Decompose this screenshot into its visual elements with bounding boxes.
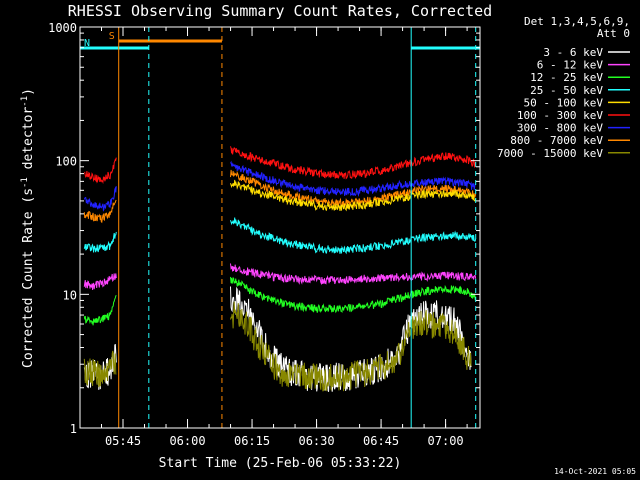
y-tick-label: 1 xyxy=(70,422,77,436)
x-tick-label: 06:45 xyxy=(363,434,399,448)
series-line xyxy=(230,160,477,197)
x-tick-label: 06:00 xyxy=(169,434,205,448)
y-axis-label: Corrected Count Rate (s-1 detector-1) xyxy=(20,88,36,368)
series-line xyxy=(230,263,477,286)
series-line xyxy=(83,273,117,290)
series-6-12-keV xyxy=(83,263,477,290)
series-line xyxy=(83,199,117,224)
plot-frame xyxy=(79,26,481,429)
legend-label: 800 - 7000 keV xyxy=(510,134,603,147)
attenuator-markers xyxy=(118,27,477,428)
series-7000-15000-keV xyxy=(83,301,472,392)
legend-header-2: Att 0 xyxy=(597,27,630,40)
legend-label: 7000 - 15000 keV xyxy=(497,147,603,160)
series-25-50-keV xyxy=(83,217,477,255)
series-line xyxy=(230,179,477,212)
x-axis-label: Start Time (25-Feb-06 05:33:22) xyxy=(159,456,402,471)
y-tick-label: 10 xyxy=(63,288,77,302)
x-tick-label: 07:00 xyxy=(428,434,464,448)
series-line xyxy=(83,231,117,253)
series-line xyxy=(83,186,117,212)
flag-label: S xyxy=(109,31,115,42)
series-line xyxy=(83,157,117,185)
series-lines xyxy=(83,146,477,393)
legend-label: 3 - 6 keV xyxy=(543,46,603,59)
legend-label: 300 - 800 keV xyxy=(517,122,603,135)
x-tick-label: 06:15 xyxy=(234,434,270,448)
series-300-800-keV xyxy=(83,160,477,212)
series-50-100-keV xyxy=(230,179,477,212)
flag-label: N xyxy=(84,38,90,49)
legend-label: 6 - 12 keV xyxy=(537,59,604,72)
flag-bars: SN xyxy=(80,31,480,50)
legend-label: 25 - 50 keV xyxy=(530,84,603,97)
series-line xyxy=(83,295,117,326)
y-axis-ticks: 1 10 100 1000 xyxy=(48,21,480,436)
x-axis-ticks: 05:45 06:00 06:15 06:30 06:45 07:00 xyxy=(79,27,468,448)
y-tick-label: 100 xyxy=(55,155,77,169)
legend-label: 50 - 100 keV xyxy=(524,96,604,109)
x-tick-label: 05:45 xyxy=(105,434,141,448)
x-tick-label: 06:30 xyxy=(298,434,334,448)
legend-label: 100 - 300 keV xyxy=(517,109,603,122)
series-line xyxy=(230,301,472,392)
series-line xyxy=(230,217,477,255)
legend-label: 12 - 25 keV xyxy=(530,71,603,84)
chart-title: RHESSI Observing Summary Count Rates, Co… xyxy=(68,2,492,20)
legend-header-1: Det 1,3,4,5,6,9, xyxy=(524,15,630,28)
series-100-300-keV xyxy=(83,146,476,185)
series-line xyxy=(83,350,117,388)
footer-timestamp: 14-Oct-2021 05:05 xyxy=(554,467,636,476)
y-tick-label: 1000 xyxy=(48,21,77,35)
series-line xyxy=(230,146,476,180)
series-line xyxy=(230,276,477,314)
series-12-25-keV xyxy=(83,276,477,326)
